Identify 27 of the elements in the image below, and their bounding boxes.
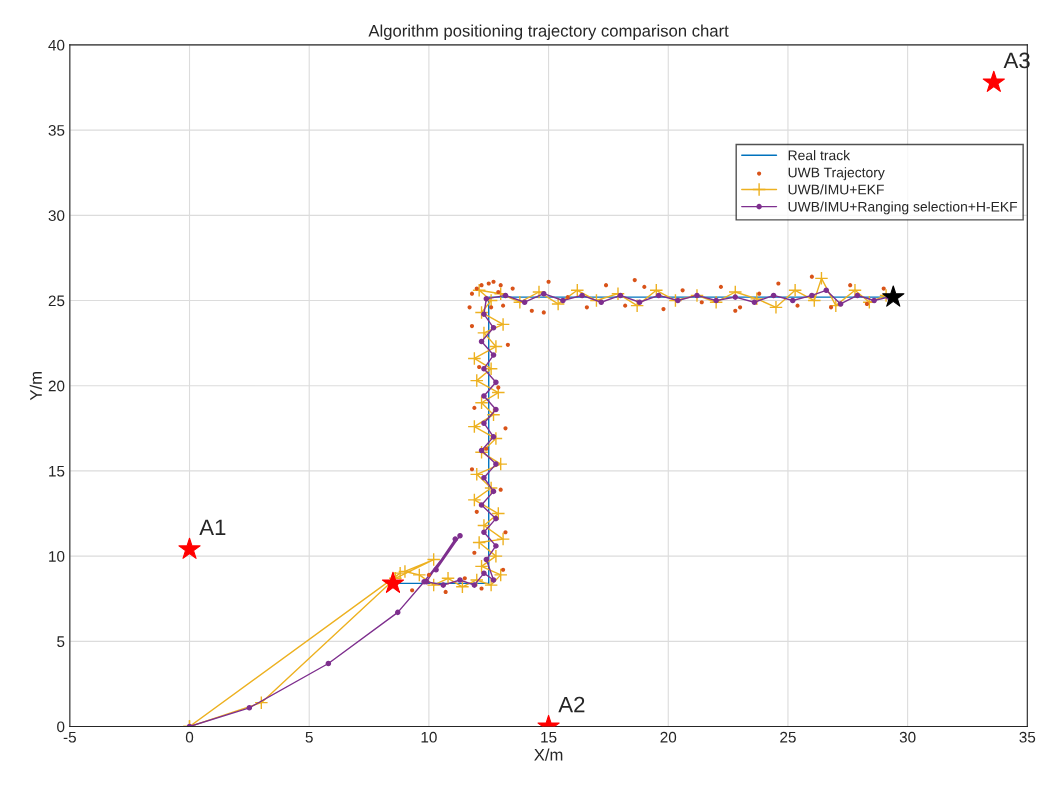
x-tick-label: 20 (660, 731, 677, 743)
y-axis-title: Y/m (29, 372, 42, 401)
y-tick-label: 0 (57, 721, 65, 733)
y-tick-label: 40 (48, 39, 65, 51)
annotation: A1 (199, 519, 226, 535)
x-axis-title: X/m (534, 748, 563, 761)
y-tick-label: 35 (48, 124, 65, 136)
annotation: A2 (558, 696, 585, 713)
legend-label: Real track (788, 150, 851, 161)
legend-label: UWB Trajectory (788, 167, 885, 181)
y-tick-label: 20 (48, 380, 65, 392)
y-tick-label: 10 (49, 551, 65, 562)
x-tick-label: 0 (185, 731, 194, 743)
x-tick-label: 35 (1019, 731, 1036, 743)
x-tick-label: 15 (541, 731, 557, 743)
x-tick-label: -5 (63, 731, 76, 743)
x-tick-label: 5 (305, 731, 313, 743)
chart-title: Algorithm positioning trajectory comparison chart (368, 24, 729, 41)
legend-label: UWB/IMU+EKF (788, 184, 884, 195)
y-tick-label: 30 (48, 210, 65, 222)
y-tick-label: 15 (49, 465, 65, 477)
y-tick-label: 5 (57, 636, 65, 648)
x-tick-label: 30 (899, 731, 916, 743)
y-tick-label: 25 (48, 295, 65, 307)
x-tick-label: 10 (421, 731, 437, 743)
x-tick-label: 25 (780, 731, 796, 743)
legend-label: UWB/IMU+Ranging selection+H-EKF (788, 201, 1018, 215)
